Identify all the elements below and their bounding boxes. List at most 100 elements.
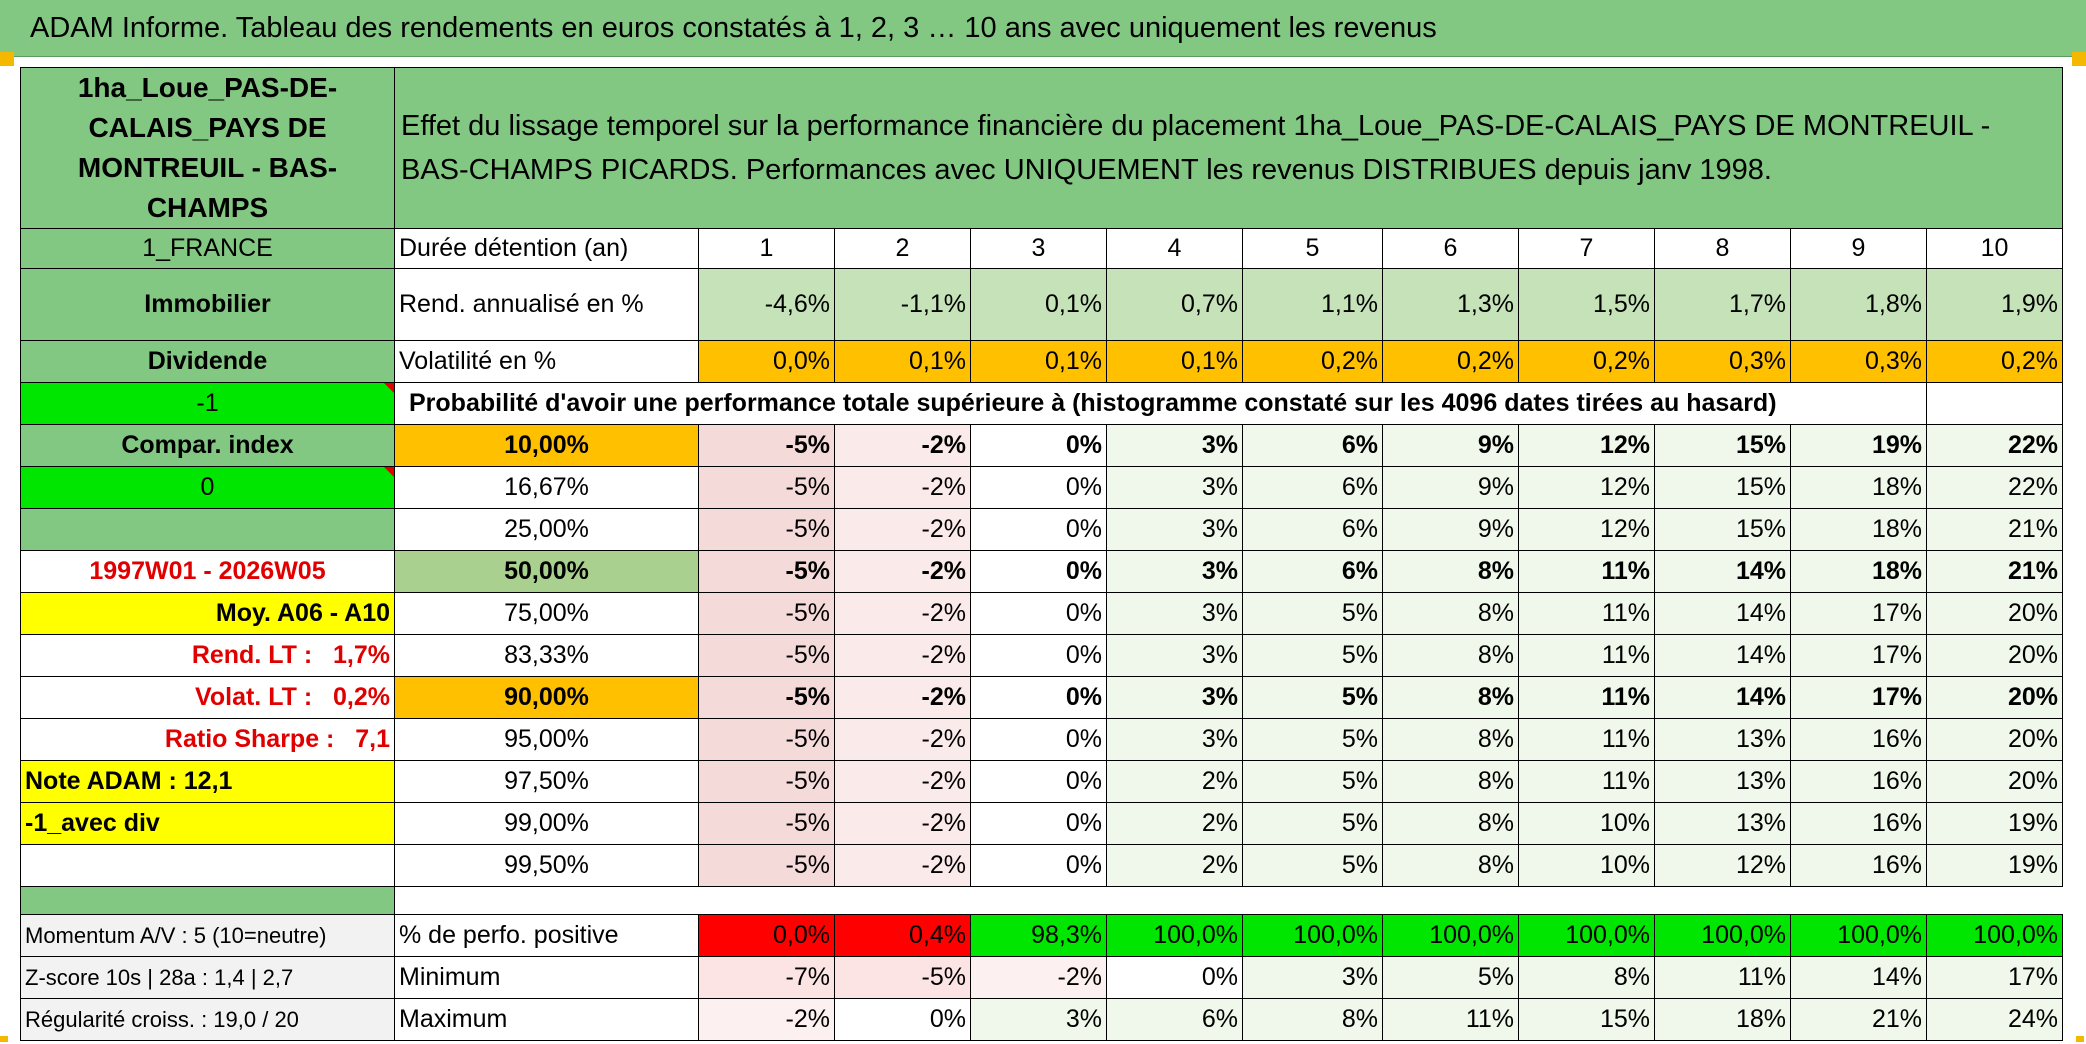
compar-label: Compar. index [20,424,395,467]
percentile-value: -5% [698,718,835,761]
percentile-row: 0 16,67% -5% -2% 0% 3% 6% 9% 12% 15% 18%… [20,466,2063,509]
percentile-value: 0% [970,634,1107,677]
percentile-value: 8% [1382,718,1519,761]
min-value: -5% [834,956,971,999]
momentum-cell: Momentum A/V : 5 (10=neutre) [20,914,395,957]
rend-lt-cell: Rend. LT : 1,7% [20,634,395,677]
percentile-value: 16% [1790,844,1927,887]
percentile-value: 8% [1382,550,1519,593]
percentile-value: 8% [1382,592,1519,635]
percentile-value: 0% [970,424,1107,467]
percentile-value: 3% [1106,676,1243,719]
spacer-green-cell [20,886,395,915]
percentile-value: 11% [1518,634,1655,677]
percentile-value: 12% [1654,844,1791,887]
vol-value: 0,2% [1382,340,1519,383]
percentile-value: 3% [1106,718,1243,761]
percentile-value: 13% [1654,802,1791,845]
percentile-value: 16% [1790,718,1927,761]
max-value: -2% [698,998,835,1041]
rend-value: -1,1% [834,268,971,341]
category-cell: Immobilier [20,268,395,341]
percentile-value: 14% [1654,592,1791,635]
percentile-value: 21% [1926,508,2063,551]
volat-lt-label: Volat. LT : [195,683,313,711]
year-header: 1 [698,228,835,269]
year-header: 8 [1654,228,1791,269]
percentile-value: 5% [1242,718,1383,761]
corner-marker-bottom-right [2076,1036,2084,1042]
percentile-value: 0% [970,802,1107,845]
percentile-value: 5% [1242,634,1383,677]
minimum-row: Z-score 10s | 28a : 1,4 | 2,7 Minimum -7… [20,956,2063,999]
percentile-row: Volat. LT : 0,2% 90,00% -5% -2% 0% 3% 5%… [20,676,2063,719]
min-value: 14% [1790,956,1927,999]
percentile-label: 16,67% [394,466,699,509]
rend-value: 1,7% [1654,268,1791,341]
years-header-row: 1_FRANCE Durée détention (an) 1 2 3 4 5 … [20,228,2063,269]
pos-label: % de perfo. positive [394,914,699,957]
percentile-value: -5% [698,550,835,593]
year-header: 6 [1382,228,1519,269]
percentile-value: 9% [1382,424,1519,467]
percentile-value: -2% [834,634,971,677]
rend-label: Rend. annualisé en % [394,268,699,341]
duree-label: Durée détention (an) [394,228,699,269]
percentile-value: 14% [1654,550,1791,593]
percentile-value: -5% [698,424,835,467]
percentile-value: -2% [834,718,971,761]
percentile-value: -2% [834,508,971,551]
percentile-value: 5% [1242,592,1383,635]
percentile-value: 14% [1654,676,1791,719]
percentile-value: 2% [1106,844,1243,887]
percentile-value: 0% [970,676,1107,719]
percentile-value: 3% [1106,634,1243,677]
pos-value: 100,0% [1518,914,1655,957]
pos-value: 100,0% [1654,914,1791,957]
volat-lt-value: 0,2% [333,683,390,711]
percentile-row: Note ADAM : 12,1 97,50% -5% -2% 0% 2% 5%… [20,760,2063,803]
vol-value: 0,3% [1654,340,1791,383]
report-title: ADAM Informe. Tableau des rendements en … [30,12,1437,44]
zscore-cell: Z-score 10s | 28a : 1,4 | 2,7 [20,956,395,999]
max-value: 24% [1926,998,2063,1041]
percentile-value: -5% [698,508,835,551]
max-value: 6% [1106,998,1243,1041]
percentile-value: 11% [1518,592,1655,635]
asset-name-cell: 1ha_Loue_PAS-DE-CALAIS_PAYS DE MONTREUIL… [20,67,395,229]
rend-value: 0,7% [1106,268,1243,341]
percentile-value: 17% [1790,676,1927,719]
pos-value: 100,0% [1926,914,2063,957]
rend-value: 1,3% [1382,268,1519,341]
percentile-value: 15% [1654,424,1791,467]
description-cell: Effet du lissage temporel sur la perform… [394,67,2063,229]
empty-cell [20,844,395,887]
rend-value: 1,1% [1242,268,1383,341]
corner-marker-left [0,52,14,66]
pos-value: 100,0% [1790,914,1927,957]
percentile-value: 0% [970,550,1107,593]
percentile-value: 22% [1926,466,2063,509]
percentile-value: -5% [698,466,835,509]
pos-value: 0,4% [834,914,971,957]
percentile-value: -2% [834,424,971,467]
percentile-value: 16% [1790,760,1927,803]
percentile-row: Compar. index 10,00% -5% -2% 0% 3% 6% 9%… [20,424,2063,467]
percentile-value: 6% [1242,466,1383,509]
percentile-value: 5% [1242,676,1383,719]
percentile-value: 0% [970,508,1107,551]
period-cell: 1997W01 - 2026W05 [20,550,395,593]
percentile-value: 18% [1790,550,1927,593]
pos-value: 100,0% [1106,914,1243,957]
percentile-value: 20% [1926,676,2063,719]
percentile-value: 6% [1242,508,1383,551]
percentile-value: 12% [1518,508,1655,551]
percentile-row: Moy. A06 - A10 75,00% -5% -2% 0% 3% 5% 8… [20,592,2063,635]
percentile-value: -5% [698,676,835,719]
percentile-value: 20% [1926,592,2063,635]
percentile-row-median: 1997W01 - 2026W05 50,00% -5% -2% 0% 3% 6… [20,550,2063,593]
min-value: 8% [1518,956,1655,999]
percentile-value: 5% [1242,802,1383,845]
rend-row: Immobilier Rend. annualisé en % -4,6% -1… [20,268,2063,341]
percentile-label: 99,00% [394,802,699,845]
